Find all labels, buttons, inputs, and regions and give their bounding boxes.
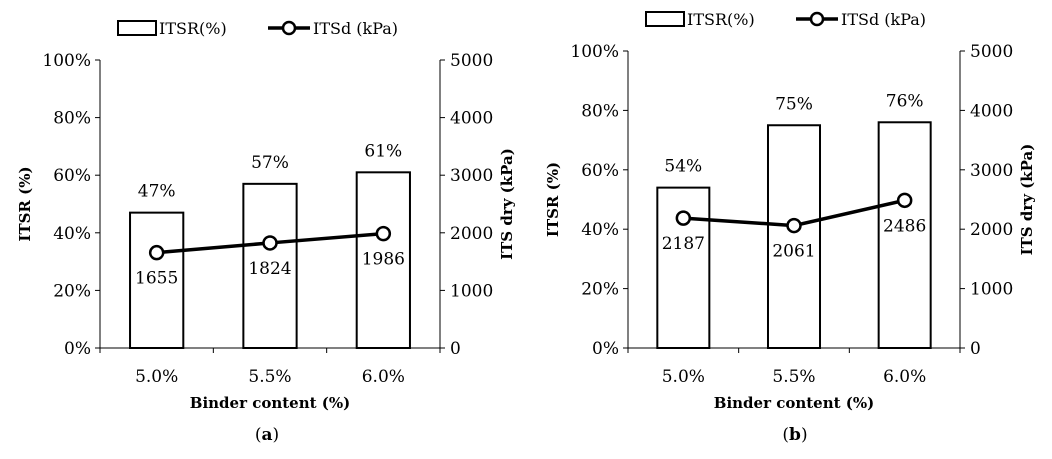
y-tick-label-left: 80%	[53, 109, 91, 129]
legend-bar-swatch	[117, 20, 157, 36]
y-tick-label-left: 40%	[581, 220, 619, 240]
legend-line-label: ITSd (kPa)	[313, 19, 398, 38]
y-tick-label-left: 80%	[581, 101, 619, 121]
x-axis-title: Binder content (%)	[714, 394, 874, 412]
legend: ITSR(%) ITSd (kPa)	[117, 19, 398, 38]
panel-caption: (a)	[255, 425, 279, 445]
panel-letter: a	[261, 425, 272, 445]
line-point	[786, 217, 802, 234]
y-tick-label-right: 2000	[970, 220, 1013, 240]
line-point	[148, 244, 165, 261]
bar	[656, 186, 711, 349]
bar	[242, 182, 298, 349]
y-tick-label-right: 4000	[970, 101, 1013, 121]
caption-open-paren: (	[782, 425, 789, 445]
line-data-label: 2187	[662, 234, 705, 254]
y-tick-label-right: 0	[970, 339, 981, 359]
y-axis-title-right: ITS dry (kPa)	[1018, 144, 1036, 256]
y-tick-label-right: 2000	[450, 224, 493, 244]
bar-data-label: 76%	[886, 91, 924, 111]
x-tick-label: 6.0%	[362, 367, 405, 387]
legend-marker	[281, 20, 297, 36]
bar-data-label: 47%	[138, 182, 176, 202]
y-tick-label-right: 1000	[970, 280, 1013, 300]
x-tick-label: 5.0%	[662, 367, 705, 387]
legend: ITSR(%) ITSd (kPa)	[645, 10, 926, 29]
caption-open-paren: (	[255, 425, 262, 445]
y-tick-label-right: 3000	[450, 166, 493, 186]
y-tick-label-right: 5000	[970, 42, 1013, 62]
y-tick-label-left: 0%	[64, 339, 91, 359]
chart-panel-a: ITSR(%) ITSd (kPa) 0% 20% 40% 60% 80% 100% 0 1000…	[16, 19, 516, 445]
y-axis-title-left: ITSR (%)	[16, 166, 34, 241]
bar	[877, 121, 932, 349]
bar	[766, 124, 822, 349]
y-tick-label-left: 100%	[42, 51, 91, 71]
line-data-label: 1655	[135, 269, 178, 289]
line-data-label: 2061	[772, 242, 815, 262]
caption-close-paren: )	[273, 425, 280, 445]
x-tick-label: 5.5%	[772, 367, 815, 387]
bar-data-label: 54%	[664, 157, 702, 177]
y-tick-label-left: 0%	[592, 339, 619, 359]
y-tick-label-right: 5000	[450, 51, 493, 71]
bar-data-label: 75%	[775, 94, 813, 114]
y-tick-label-left: 60%	[53, 166, 91, 186]
legend-line-label: ITSd (kPa)	[841, 10, 926, 29]
line-point	[675, 210, 692, 226]
bar-data-label: 61%	[364, 141, 402, 161]
y-tick-label-left: 20%	[581, 280, 619, 300]
y-tick-label-right: 1000	[450, 281, 493, 301]
legend-marker	[809, 11, 825, 27]
bar-data-label: 57%	[251, 153, 289, 173]
line-point	[375, 225, 392, 242]
legend-bar-swatch	[645, 11, 685, 27]
y-tick-label-right: 0	[450, 339, 461, 359]
line-data-label: 2486	[883, 216, 926, 236]
x-tick-label: 5.0%	[135, 367, 178, 387]
line-data-label: 1824	[248, 259, 291, 279]
y-tick-label-left: 20%	[53, 281, 91, 301]
legend-bar-label: ITSR(%)	[159, 19, 227, 38]
y-axis-title-left: ITSR (%)	[544, 162, 562, 237]
x-tick-label: 5.5%	[248, 367, 291, 387]
line-point	[896, 192, 913, 209]
line-point	[262, 235, 278, 251]
y-axis-title-right: ITS dry (kPa)	[498, 148, 516, 260]
y-tick-label-left: 40%	[53, 224, 91, 244]
panel-letter: b	[789, 425, 801, 445]
caption-close-paren: )	[801, 425, 808, 445]
y-tick-label-left: 60%	[581, 161, 619, 181]
panel-caption: (b)	[782, 425, 807, 445]
line-data-label: 1986	[362, 250, 405, 270]
chart-panel-b: ITSR(%) ITSd (kPa) 0% 20% 40% 60% 80% 100% 0 1000…	[544, 10, 1036, 445]
bar	[129, 211, 185, 349]
y-tick-label-left: 100%	[570, 42, 619, 62]
bar	[355, 171, 411, 349]
y-tick-label-right: 3000	[970, 161, 1013, 181]
legend-bar-label: ITSR(%)	[687, 10, 755, 29]
x-tick-label: 6.0%	[883, 367, 926, 387]
y-tick-label-right: 4000	[450, 109, 493, 129]
x-axis-title: Binder content (%)	[190, 394, 350, 412]
